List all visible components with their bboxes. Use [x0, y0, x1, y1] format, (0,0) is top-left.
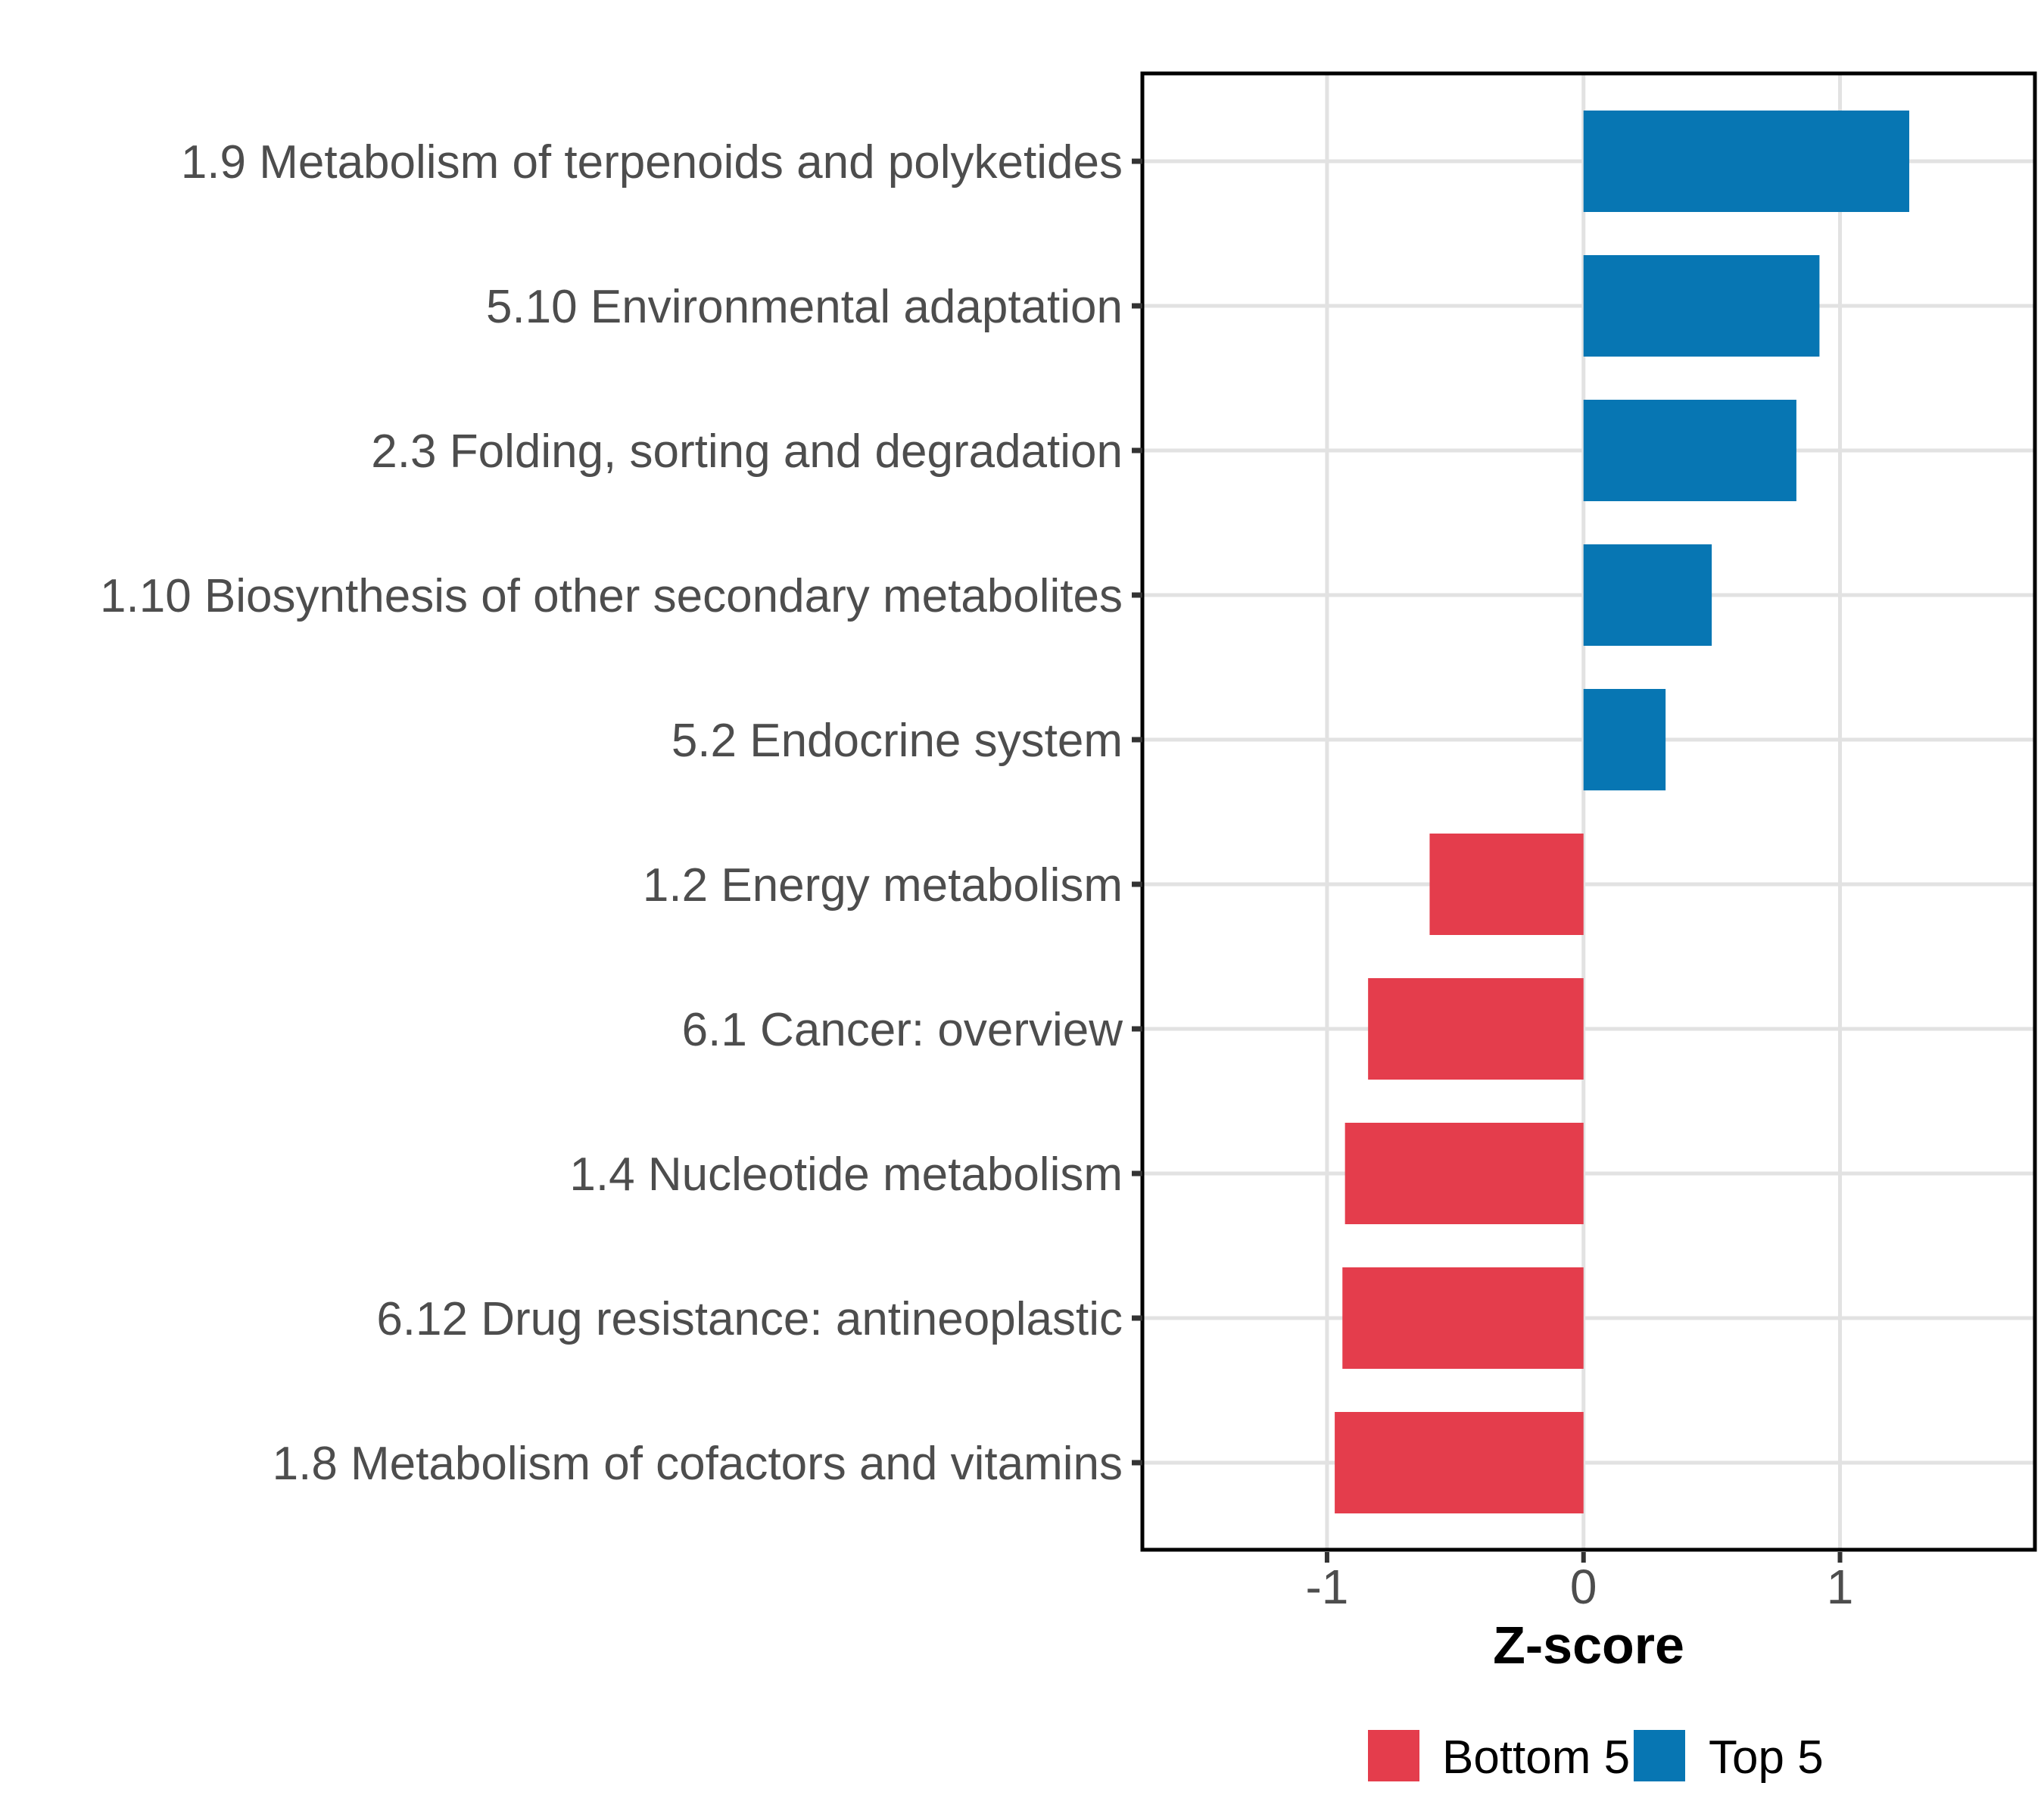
x-axis-title: Z-score [1493, 1616, 1684, 1675]
bar [1335, 1412, 1584, 1513]
category-label: 1.4 Nucleotide metabolism [569, 1148, 1123, 1201]
legend-key-top-5 [1634, 1730, 1685, 1781]
bar [1583, 689, 1666, 790]
category-label: 2.3 Folding, sorting and degradation [371, 425, 1123, 478]
legend-label-top-5: Top 5 [1709, 1731, 1824, 1784]
bar [1583, 255, 1820, 357]
x-tick-label: 1 [1827, 1560, 1854, 1614]
bar [1583, 544, 1712, 646]
bar [1429, 834, 1584, 935]
bar [1342, 1267, 1584, 1369]
panel-border [1140, 71, 2037, 1552]
category-label: 1.8 Metabolism of cofactors and vitamins [273, 1438, 1123, 1490]
legend-key-bottom-5 [1368, 1730, 1419, 1781]
category-label: 1.9 Metabolism of terpenoids and polyket… [181, 136, 1123, 189]
bar [1583, 111, 1909, 212]
x-tick-label: -1 [1305, 1560, 1348, 1614]
category-label: 5.10 Environmental adaptation [486, 281, 1123, 333]
category-label: 6.12 Drug resistance: antineoplastic [376, 1293, 1123, 1345]
category-label: 1.10 Biosynthesis of other secondary met… [100, 570, 1123, 622]
category-label: 5.2 Endocrine system [671, 715, 1123, 767]
bar [1368, 978, 1584, 1080]
legend-label-bottom-5: Bottom 5 [1442, 1731, 1630, 1784]
x-tick-label: 0 [1570, 1560, 1597, 1614]
category-label: 1.2 Energy metabolism [643, 859, 1123, 912]
bar [1344, 1123, 1584, 1224]
bar [1583, 400, 1796, 501]
category-label: 6.1 Cancer: overview [682, 1004, 1123, 1056]
